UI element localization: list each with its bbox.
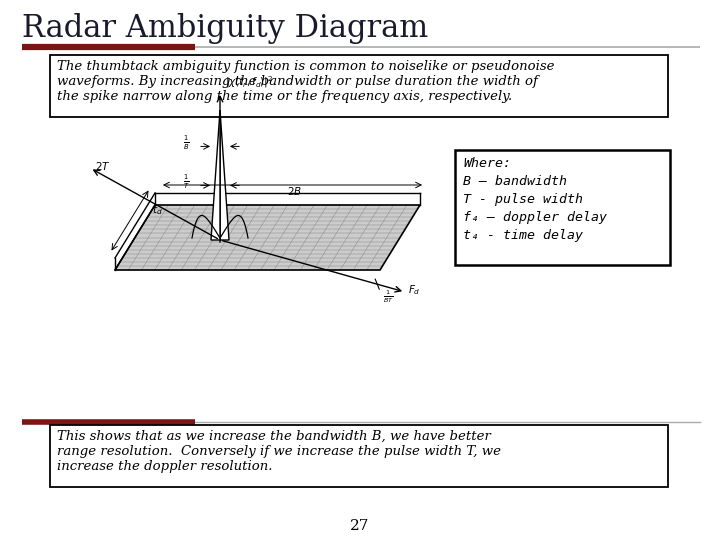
Text: $F_d$: $F_d$ <box>408 283 420 297</box>
Text: $2B$: $2B$ <box>287 185 302 197</box>
FancyBboxPatch shape <box>455 150 670 265</box>
Text: $2T$: $2T$ <box>95 160 111 172</box>
Text: 27: 27 <box>351 519 369 533</box>
FancyBboxPatch shape <box>50 425 668 487</box>
FancyBboxPatch shape <box>50 55 668 117</box>
Text: $\frac{1}{T}$: $\frac{1}{T}$ <box>184 172 190 191</box>
Text: Radar Ambiguity Diagram: Radar Ambiguity Diagram <box>22 13 428 44</box>
Text: $\frac{1}{BT}$: $\frac{1}{BT}$ <box>383 288 394 305</box>
Text: $t_d$: $t_d$ <box>153 204 163 217</box>
Text: This shows that as we increase the bandwidth B, we have better
range resolution.: This shows that as we increase the bandw… <box>57 430 501 473</box>
Text: Where:
B – bandwidth
T - pulse width
f₄ – doppler delay
t₄ - time delay: Where: B – bandwidth T - pulse width f₄ … <box>463 157 607 242</box>
Polygon shape <box>115 205 420 270</box>
Text: $|\chi(t_r, f_d)|^2$: $|\chi(t_r, f_d)|^2$ <box>225 74 274 90</box>
Text: $\frac{1}{B}$: $\frac{1}{B}$ <box>184 133 190 152</box>
Polygon shape <box>211 110 229 240</box>
Text: The thumbtack ambiguity function is common to noiselike or pseudonoise
waveforms: The thumbtack ambiguity function is comm… <box>57 60 554 103</box>
